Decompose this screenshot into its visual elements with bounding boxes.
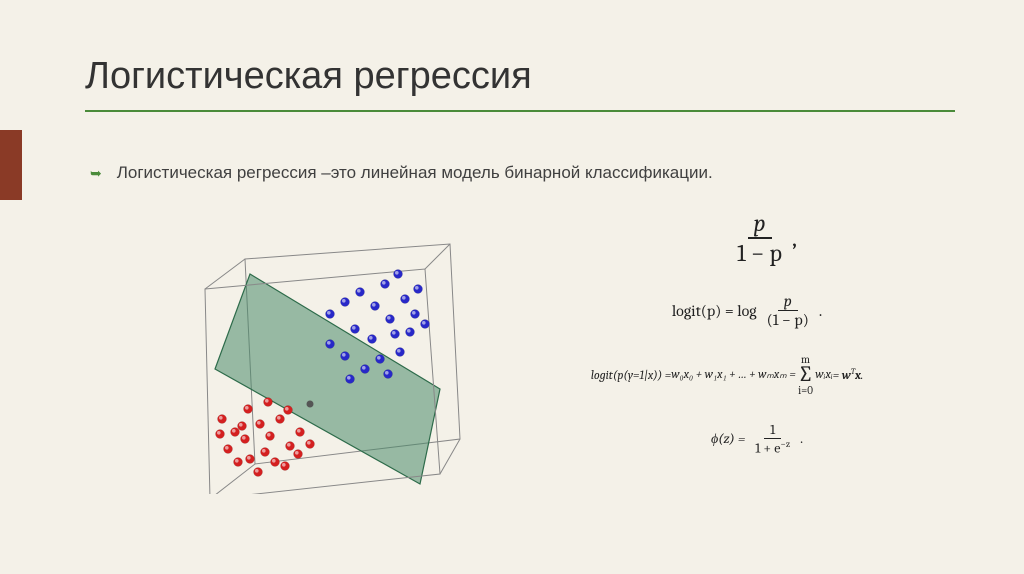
f2-lhs: logit(p) = log	[672, 302, 757, 320]
formula-logit: logit(p) = log p (1 − p) .	[525, 292, 969, 329]
f4-num: 1	[764, 421, 781, 439]
f3-lhs: logit(p(y=1|x)) =	[591, 368, 671, 382]
f1-den: 1 − p	[731, 239, 788, 267]
f4-lhs: ϕ(z) =	[711, 430, 745, 448]
bullet-text: Логистическая регрессия –это линейная мо…	[117, 162, 713, 184]
formula-odds: p 1 − p ,	[555, 209, 969, 267]
scatter3d-svg	[150, 214, 480, 494]
title-underline	[85, 110, 955, 112]
bullet-row: ➥ Логистическая регрессия –это линейная …	[90, 162, 969, 184]
formula-sigmoid: ϕ(z) = 1 1 + e−z .	[545, 421, 969, 457]
formula-linear: logit(p(y=1|x)) = w₀x₀ + w₁x₁ + … + wₘxₘ…	[485, 354, 969, 396]
f2-tail: .	[819, 302, 822, 320]
f2-num: p	[778, 292, 798, 311]
f3-sumbody: wᵢxᵢ	[815, 367, 832, 382]
f3-terms: w₀x₀ + w₁x₁ + … + wₘxₘ =	[671, 367, 796, 382]
sigma-icon: ∑	[798, 365, 814, 385]
main-area: p 1 − p , logit(p) = log p (1 − p) . log…	[85, 214, 969, 494]
bullet-icon: ➥	[90, 165, 102, 182]
slide-title: Логистическая регрессия	[85, 55, 969, 98]
formulas-block: p 1 − p , logit(p) = log p (1 − p) . log…	[495, 214, 969, 494]
accent-bar	[0, 130, 22, 200]
f4-den: 1 + e−z	[749, 439, 796, 457]
f3-sum: m ∑ i=0	[798, 354, 814, 396]
f1-num: p	[748, 209, 772, 239]
slide-content: Логистическая регрессия ➥ Логистическая …	[0, 0, 1024, 494]
f1-tail: ,	[792, 224, 797, 252]
f3-sum-bottom: i=0	[798, 385, 813, 396]
f3-rhs: = wTx.	[833, 367, 863, 382]
scatter3d-diagram	[135, 214, 495, 494]
f4-tail: .	[800, 430, 803, 447]
f2-den: (1 − p)	[761, 311, 815, 329]
